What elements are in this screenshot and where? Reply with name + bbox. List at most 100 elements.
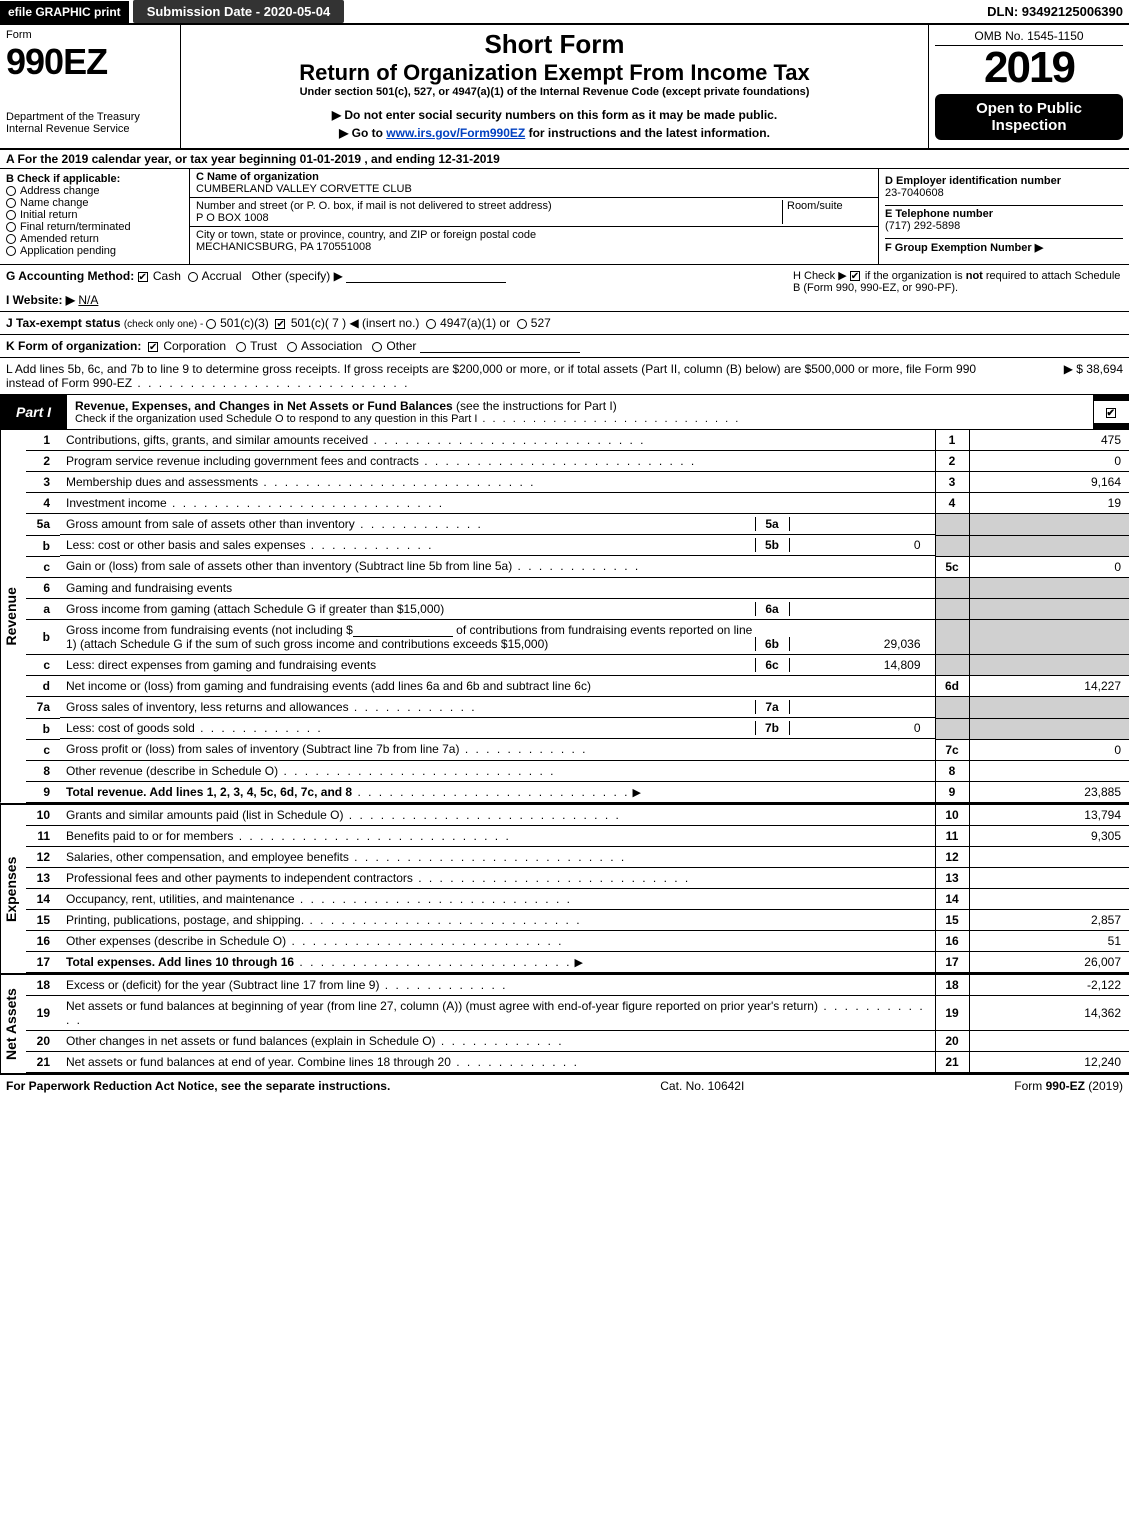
org-name: CUMBERLAND VALLEY CORVETTE CLUB: [196, 183, 872, 195]
revenue-section: Revenue 1Contributions, gifts, grants, a…: [0, 430, 1129, 805]
box-b-title: B Check if applicable:: [6, 173, 183, 185]
line-7c: cGross profit or (loss) from sales of in…: [26, 739, 1129, 760]
box-c: C Name of organization CUMBERLAND VALLEY…: [190, 169, 879, 264]
other-specify-input[interactable]: [346, 271, 506, 283]
part1-schedule-o-check[interactable]: [1093, 401, 1129, 423]
check-corporation[interactable]: [148, 342, 158, 352]
header-right: OMB No. 1545-1150 2019 Open to Public In…: [929, 25, 1129, 148]
no-ssn-warning: ▶ Do not enter social security numbers o…: [187, 108, 922, 122]
revenue-label: Revenue: [0, 430, 26, 803]
room-suite-label: Room/suite: [782, 200, 872, 224]
goto-pre: ▶ Go to: [339, 126, 386, 140]
line-6c: cLess: direct expenses from gaming and f…: [26, 655, 1129, 676]
dln-label: DLN: 93492125006390: [987, 4, 1129, 19]
header-left: Form 990EZ Department of the Treasury In…: [0, 25, 180, 148]
box-c-label: C Name of organization: [196, 171, 872, 183]
box-f-label: F Group Exemption Number ▶: [885, 241, 1123, 254]
under-section: Under section 501(c), 527, or 4947(a)(1)…: [187, 86, 922, 98]
efile-label: efile GRAPHIC print: [8, 5, 121, 19]
box-e-label: E Telephone number: [885, 208, 1123, 220]
form-header: Form 990EZ Department of the Treasury In…: [0, 25, 1129, 150]
row-g: G Accounting Method: Cash Accrual Other …: [6, 269, 781, 307]
line-16: 16Other expenses (describe in Schedule O…: [26, 930, 1129, 951]
check-address-change[interactable]: Address change: [6, 185, 183, 197]
revenue-table: 1Contributions, gifts, grants, and simil…: [26, 430, 1129, 803]
check-initial-return[interactable]: Initial return: [6, 209, 183, 221]
check-association[interactable]: [287, 342, 297, 352]
check-application-pending[interactable]: Application pending: [6, 245, 183, 257]
line-8: 8Other revenue (describe in Schedule O)8: [26, 760, 1129, 781]
line-1: 1Contributions, gifts, grants, and simil…: [26, 430, 1129, 451]
website-value: N/A: [78, 293, 98, 307]
line-3: 3Membership dues and assessments39,164: [26, 472, 1129, 493]
line-6b: bGross income from fundraising events (n…: [26, 620, 1129, 655]
row-h: H Check ▶ if the organization is not req…: [793, 269, 1123, 307]
city-value: MECHANICSBURG, PA 170551008: [196, 241, 872, 253]
tax-year: 2019: [935, 46, 1123, 90]
paperwork-notice: For Paperwork Reduction Act Notice, see …: [6, 1079, 390, 1093]
line-17: 17Total expenses. Add lines 10 through 1…: [26, 951, 1129, 972]
check-schedule-b-not-required[interactable]: [850, 271, 860, 281]
line-7b: bLess: cost of goods sold7b0: [26, 718, 1129, 739]
line-6d: dNet income or (loss) from gaming and fu…: [26, 676, 1129, 697]
line-7a: 7aGross sales of inventory, less returns…: [26, 697, 1129, 719]
expenses-label: Expenses: [0, 805, 26, 973]
k-label: K Form of organization:: [6, 339, 141, 353]
row-j: J Tax-exempt status (check only one) - 5…: [0, 312, 1129, 335]
part1-header: Part I Revenue, Expenses, and Changes in…: [0, 395, 1129, 430]
line-9: 9Total revenue. Add lines 1, 2, 3, 4, 5c…: [26, 781, 1129, 802]
netassets-section: Net Assets 18Excess or (deficit) for the…: [0, 975, 1129, 1075]
line-5c: cGain or (loss) from sale of assets othe…: [26, 556, 1129, 577]
expenses-section: Expenses 10Grants and similar amounts pa…: [0, 805, 1129, 975]
check-527[interactable]: [517, 319, 527, 329]
line-15: 15Printing, publications, postage, and s…: [26, 909, 1129, 930]
check-amended-return[interactable]: Amended return: [6, 233, 183, 245]
goto-post: for instructions and the latest informat…: [525, 126, 770, 140]
check-name-change[interactable]: Name change: [6, 197, 183, 209]
other-org-input[interactable]: [420, 341, 580, 353]
irs-link[interactable]: www.irs.gov/Form990EZ: [386, 126, 525, 140]
topbar: efile GRAPHIC print Submission Date - 20…: [0, 0, 1129, 25]
check-accrual[interactable]: [188, 272, 198, 282]
line-14: 14Occupancy, rent, utilities, and mainte…: [26, 888, 1129, 909]
form-ref: Form 990-EZ (2019): [1014, 1079, 1123, 1093]
return-title: Return of Organization Exempt From Incom…: [187, 60, 922, 86]
city-label: City or town, state or province, country…: [196, 229, 872, 241]
line-11: 11Benefits paid to or for members119,305: [26, 825, 1129, 846]
check-final-return[interactable]: Final return/terminated: [6, 221, 183, 233]
check-cash[interactable]: [138, 272, 148, 282]
box-b: B Check if applicable: Address change Na…: [0, 169, 190, 264]
row-g-h: G Accounting Method: Cash Accrual Other …: [0, 265, 1129, 312]
expenses-table: 10Grants and similar amounts paid (list …: [26, 805, 1129, 973]
l-amount: ▶ $ 38,694: [1003, 362, 1123, 390]
j-label: J Tax-exempt status: [6, 316, 121, 330]
submission-date-badge: Submission Date - 2020-05-04: [133, 0, 345, 23]
box-def: D Employer identification number 23-7040…: [879, 169, 1129, 264]
part1-title: Revenue, Expenses, and Changes in Net As…: [67, 395, 1093, 429]
check-4947a1[interactable]: [426, 319, 436, 329]
check-trust[interactable]: [236, 342, 246, 352]
addr-value: P O BOX 1008: [196, 212, 782, 224]
check-other-org[interactable]: [372, 342, 382, 352]
page-footer: For Paperwork Reduction Act Notice, see …: [0, 1075, 1129, 1097]
form-number: 990EZ: [6, 41, 174, 83]
line-5a: 5aGross amount from sale of assets other…: [26, 514, 1129, 536]
cat-no: Cat. No. 10642I: [390, 1079, 1014, 1093]
line-10: 10Grants and similar amounts paid (list …: [26, 805, 1129, 826]
check-501c3[interactable]: [206, 319, 216, 329]
line-6a: aGross income from gaming (attach Schedu…: [26, 598, 1129, 620]
ein-value: 23-7040608: [885, 187, 1123, 199]
6b-contrib-input[interactable]: [353, 625, 453, 637]
line-18: 18Excess or (deficit) for the year (Subt…: [26, 975, 1129, 996]
efile-print-button[interactable]: efile GRAPHIC print: [0, 1, 129, 23]
line-19: 19Net assets or fund balances at beginni…: [26, 995, 1129, 1030]
row-l: L Add lines 5b, 6c, and 7b to line 9 to …: [0, 358, 1129, 395]
check-501c[interactable]: [275, 319, 285, 329]
line-4: 4Investment income419: [26, 493, 1129, 514]
line-6: 6Gaming and fundraising events: [26, 577, 1129, 598]
phone-value: (717) 292-5898: [885, 220, 1123, 232]
box-d-label: D Employer identification number: [885, 175, 1123, 187]
line-12: 12Salaries, other compensation, and empl…: [26, 846, 1129, 867]
line-21: 21Net assets or fund balances at end of …: [26, 1051, 1129, 1072]
irs-label: Internal Revenue Service: [6, 123, 174, 135]
